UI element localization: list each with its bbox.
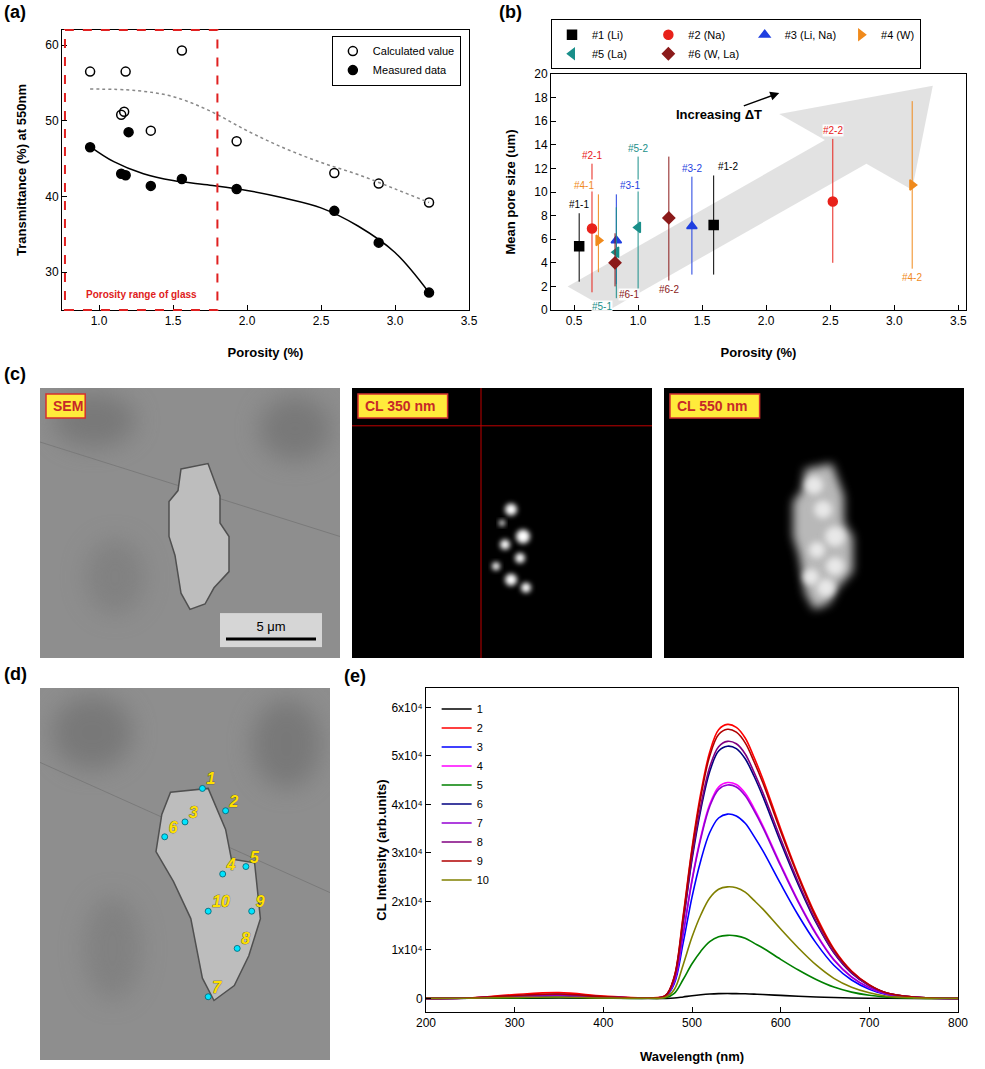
svg-text:1: 1 [477,703,483,715]
svg-text:1x10⁴: 1x10⁴ [391,943,422,957]
svg-text:7: 7 [477,817,483,829]
svg-text:30: 30 [45,265,59,279]
svg-text:9: 9 [256,893,265,910]
svg-text:#5-1: #5-1 [592,301,612,312]
html-text:(b): (b) [499,2,522,22]
svg-text:2.0: 2.0 [758,314,775,328]
svg-text:Porosity (%): Porosity (%) [228,345,304,360]
svg-text:300: 300 [505,1016,525,1030]
svg-text:12: 12 [534,162,548,176]
svg-text:500: 500 [682,1016,702,1030]
svg-text:Measured data: Measured data [373,64,447,76]
svg-text:6: 6 [477,798,483,810]
svg-text:#1 (Li): #1 (Li) [592,29,623,41]
svg-text:#2-1: #2-1 [582,150,602,161]
svg-text:6: 6 [169,819,178,836]
svg-text:3.5: 3.5 [950,314,967,328]
svg-text:#2-2: #2-2 [823,125,843,136]
svg-text:3.0: 3.0 [886,314,903,328]
svg-text:3.5: 3.5 [461,314,478,328]
svg-text:Mean pore size (um): Mean pore size (um) [503,130,518,255]
svg-text:2x10⁴: 2x10⁴ [391,895,422,909]
svg-text:8: 8 [477,836,483,848]
svg-text:2.5: 2.5 [313,314,330,328]
svg-text:18: 18 [534,91,548,105]
svg-text:#5-2: #5-2 [628,143,648,154]
svg-text:40: 40 [45,190,59,204]
svg-text:10: 10 [477,874,489,886]
svg-text:800: 800 [948,1016,968,1030]
svg-text:3x10⁴: 3x10⁴ [391,846,422,860]
svg-text:0.5: 0.5 [566,314,583,328]
svg-text:8: 8 [541,209,548,223]
svg-text:#6-2: #6-2 [659,284,679,295]
svg-text:0: 0 [541,303,548,317]
svg-text:Transmittance (%) at 550nm: Transmittance (%) at 550nm [14,84,29,256]
html-text:(c): (c) [4,364,26,384]
svg-text:5 μm: 5 μm [256,619,285,634]
svg-text:4: 4 [226,856,236,873]
svg-text:#1-1: #1-1 [569,199,589,210]
svg-text:SEM: SEM [53,398,83,414]
svg-text:CL 350 nm: CL 350 nm [365,398,436,414]
html-text:(e): (e) [344,666,366,686]
svg-text:Wavelength (nm): Wavelength (nm) [640,1049,744,1064]
svg-text:14: 14 [534,138,548,152]
svg-text:CL 550 nm: CL 550 nm [677,398,748,414]
svg-text:16: 16 [534,114,548,128]
svg-text:Porosity range of glass: Porosity range of glass [86,289,197,300]
svg-text:#6 (W, La): #6 (W, La) [688,48,739,60]
html-text:(d): (d) [4,664,27,684]
svg-text:3: 3 [477,741,483,753]
svg-text:7: 7 [212,979,222,996]
svg-text:600: 600 [771,1016,791,1030]
svg-text:#4-2: #4-2 [902,272,922,283]
svg-text:CL Intensity (arb.units): CL Intensity (arb.units) [374,779,389,920]
svg-text:1.5: 1.5 [165,314,182,328]
svg-text:10: 10 [212,893,230,910]
svg-text:#4 (W): #4 (W) [881,29,914,41]
svg-text:2: 2 [229,793,239,810]
svg-text:2: 2 [477,722,483,734]
svg-text:4: 4 [541,256,548,270]
svg-text:Porosity (%): Porosity (%) [721,345,797,360]
html-text:(a): (a) [4,2,26,22]
svg-text:5: 5 [250,849,260,866]
svg-text:#1-2: #1-2 [718,161,738,172]
svg-text:Calculated value: Calculated value [373,45,454,57]
svg-text:#6-1: #6-1 [619,289,639,300]
svg-text:3: 3 [189,804,198,821]
svg-text:8: 8 [241,930,250,947]
svg-text:3.0: 3.0 [387,314,404,328]
svg-text:0: 0 [416,992,423,1006]
svg-text:6x10⁴: 6x10⁴ [391,701,422,715]
svg-text:6: 6 [541,232,548,246]
svg-text:2.5: 2.5 [822,314,839,328]
svg-text:Increasing ΔT: Increasing ΔT [676,107,762,122]
svg-text:200: 200 [416,1016,436,1030]
svg-text:1.5: 1.5 [694,314,711,328]
svg-text:10: 10 [534,185,548,199]
svg-text:1: 1 [206,770,215,787]
svg-text:9: 9 [477,855,483,867]
svg-text:400: 400 [593,1016,613,1030]
svg-text:50: 50 [45,114,59,128]
svg-text:20: 20 [534,67,548,81]
svg-text:#2 (Na): #2 (Na) [688,29,725,41]
svg-text:#4-1: #4-1 [574,180,594,191]
svg-text:60: 60 [45,38,59,52]
svg-text:5: 5 [477,779,483,791]
svg-text:#3-1: #3-1 [620,180,640,191]
svg-text:2: 2 [541,280,548,294]
svg-text:4x10⁴: 4x10⁴ [391,798,422,812]
svg-text:1.0: 1.0 [630,314,647,328]
svg-text:700: 700 [859,1016,879,1030]
svg-text:#3 (Li, Na): #3 (Li, Na) [785,29,836,41]
svg-text:2.0: 2.0 [239,314,256,328]
svg-text:#3-2: #3-2 [682,163,702,174]
svg-text:5x10⁴: 5x10⁴ [391,749,422,763]
svg-text:4: 4 [477,760,483,772]
svg-text:#5 (La): #5 (La) [592,48,627,60]
svg-text:1.0: 1.0 [91,314,108,328]
